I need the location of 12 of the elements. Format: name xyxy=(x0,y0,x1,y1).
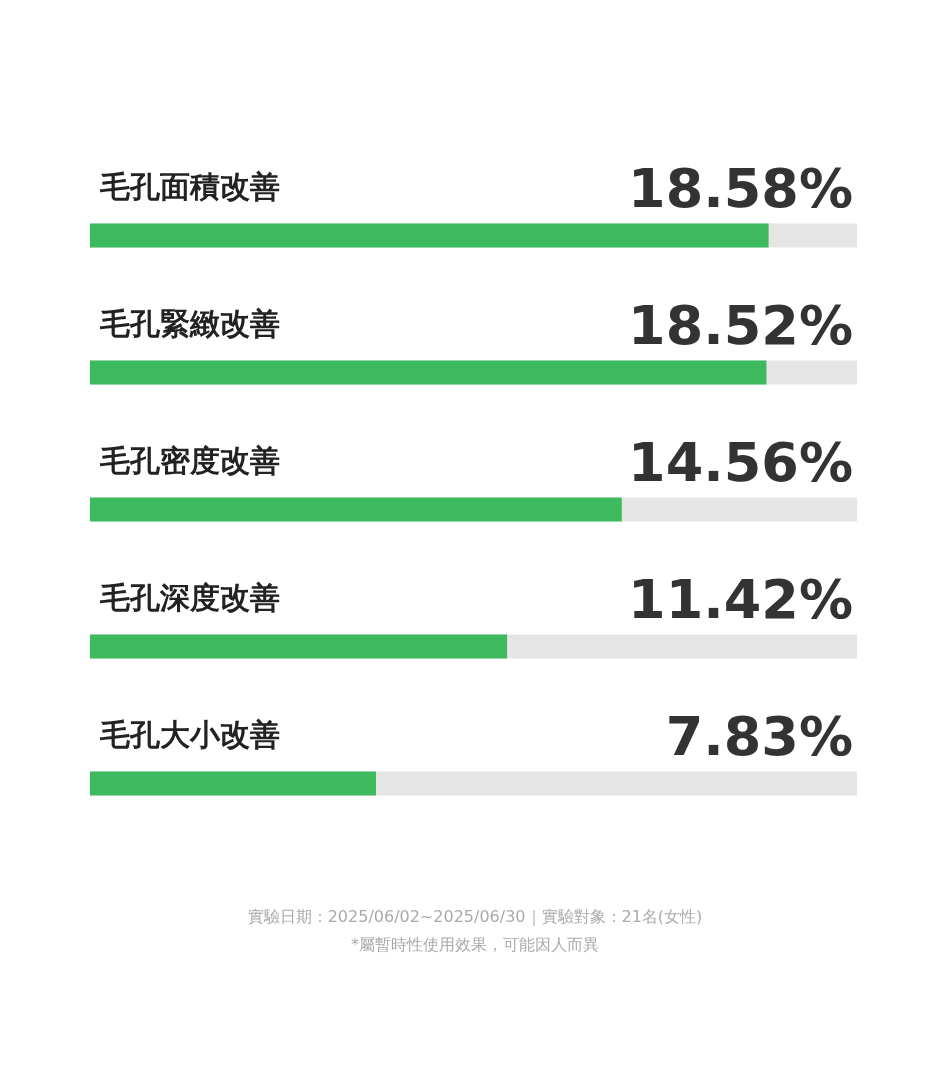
data-label: 7.83% xyxy=(665,705,853,768)
y-tick-label: 毛孔深度改善 xyxy=(99,580,280,615)
text: *屬暫時性使用效果，可能因人而異 xyxy=(351,934,599,954)
y-tick-label: 毛孔緊緻改善 xyxy=(99,306,280,341)
data-label: 18.52% xyxy=(628,294,853,357)
text: 實驗日期：2025/06/02~2025/06/30｜實驗對象：21名(女性) xyxy=(247,906,703,926)
y-tick-label: 毛孔密度改善 xyxy=(99,443,280,478)
y-tick-label: 毛孔大小改善 xyxy=(99,717,280,752)
data-label: 14.56% xyxy=(628,431,853,494)
y-tick-label: 毛孔面積改善 xyxy=(99,169,280,204)
data-label: 18.58% xyxy=(628,157,853,220)
data-label: 11.42% xyxy=(628,568,853,631)
